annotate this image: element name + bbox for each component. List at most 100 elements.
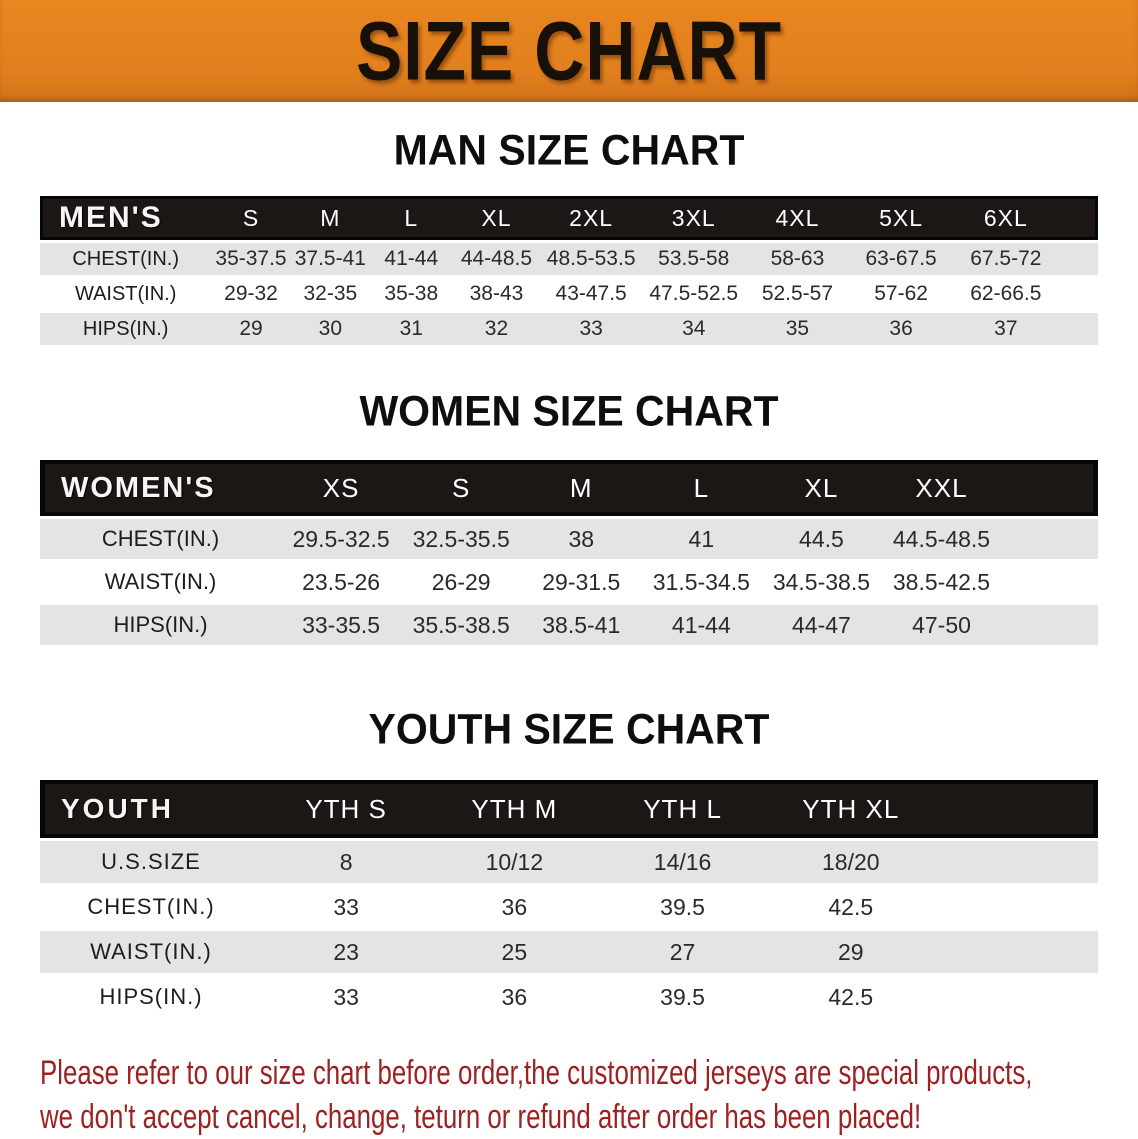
size-value-cell: 36	[849, 313, 953, 345]
size-value-cell: 67.5-72	[952, 243, 1059, 275]
size-value-cell: 35.5-38.5	[401, 605, 522, 645]
measurement-row: CHEST(IN.) 35-37.5 37.5-41 41-44 44-48.5 48.5…	[40, 243, 1098, 275]
size-value-cell: 8	[262, 841, 431, 883]
size-value-cell: 33	[262, 886, 431, 928]
row-filler-cell	[934, 931, 1098, 973]
measurement-label: HIPS(IN.)	[40, 313, 212, 345]
size-header-row: YOUTH YTH S YTH M YTH L YTH XL	[40, 780, 1098, 838]
measurement-label: CHEST(IN.)	[40, 519, 282, 559]
size-column-header: L	[370, 196, 453, 240]
size-chart-banner: SIZE CHART	[0, 0, 1138, 102]
size-value-cell: 25	[430, 931, 599, 973]
size-column-header: 4XL	[745, 196, 850, 240]
size-value-cell: 57-62	[849, 278, 953, 310]
size-value-cell: 41-44	[370, 243, 453, 275]
size-value-cell: 52.5-57	[745, 278, 850, 310]
size-value-cell: 27	[598, 931, 767, 973]
measurement-row: WAIST(IN.) 29-32 32-35 35-38 38-43 43-47.5 47.…	[40, 278, 1098, 310]
disclaimer-line-2: we don't accept cancel, change, teturn o…	[40, 1098, 922, 1136]
women-size-table: WOMEN'S XS S M L XL XXL CHEST(IN.) 29.5-32.5 32.5…	[40, 457, 1098, 648]
header-filler-cell	[1058, 196, 1098, 240]
size-value-cell: 39.5	[598, 886, 767, 928]
size-column-header: YTH M	[430, 780, 599, 838]
size-value-cell: 18/20	[766, 841, 935, 883]
size-value-cell: 33	[262, 976, 431, 1018]
size-value-cell: 44-48.5	[452, 243, 541, 275]
size-value-cell: 14/16	[598, 841, 767, 883]
measurement-row: WAIST(IN.) 23 25 27 29	[40, 931, 1098, 973]
table-corner-label: MEN'S	[40, 196, 212, 240]
size-value-cell: 36	[430, 976, 599, 1018]
measurement-row: HIPS(IN.) 33 36 39.5 42.5	[40, 976, 1098, 1018]
measurement-label: WAIST(IN.)	[40, 931, 263, 973]
size-column-header: YTH XL	[766, 780, 935, 838]
table-corner-label: YOUTH	[40, 780, 263, 838]
size-column-header: XL	[761, 460, 882, 516]
size-value-cell: 32-35	[290, 278, 371, 310]
size-value-cell: 32	[452, 313, 541, 345]
measurement-label: CHEST(IN.)	[40, 243, 212, 275]
size-value-cell: 33	[540, 313, 642, 345]
size-column-header: L	[641, 460, 762, 516]
size-value-cell: 34.5-38.5	[761, 562, 882, 602]
size-column-header: YTH S	[262, 780, 431, 838]
size-column-header: S	[401, 460, 522, 516]
size-value-cell: 38.5-42.5	[881, 562, 1002, 602]
row-filler-cell	[1001, 605, 1098, 645]
measurement-row: U.S.SIZE 8 10/12 14/16 18/20	[40, 841, 1098, 883]
row-filler-cell	[934, 886, 1098, 928]
size-value-cell: 42.5	[766, 886, 935, 928]
row-filler-cell	[1058, 313, 1098, 345]
size-value-cell: 23.5-26	[281, 562, 402, 602]
size-value-cell: 29-32	[211, 278, 291, 310]
size-value-cell: 29.5-32.5	[281, 519, 402, 559]
man-size-chart-heading: MAN SIZE CHART	[393, 126, 745, 174]
size-value-cell: 39.5	[598, 976, 767, 1018]
size-value-cell: 35-37.5	[211, 243, 291, 275]
order-disclaimer: Please refer to our size chart before or…	[40, 1051, 1138, 1139]
size-value-cell: 31.5-34.5	[641, 562, 762, 602]
youth-size-chart-heading: YOUTH SIZE CHART	[368, 705, 770, 753]
size-value-cell: 43-47.5	[540, 278, 642, 310]
measurement-row: CHEST(IN.) 29.5-32.5 32.5-35.5 38 41 44.5 44.5…	[40, 519, 1098, 559]
size-value-cell: 38	[521, 519, 642, 559]
row-filler-cell	[1058, 243, 1098, 275]
size-column-header: M	[521, 460, 642, 516]
row-filler-cell	[1058, 278, 1098, 310]
measurement-row: HIPS(IN.) 33-35.5 35.5-38.5 38.5-41 41-44 44-…	[40, 605, 1098, 645]
size-value-cell: 44.5-48.5	[881, 519, 1002, 559]
banner-title: SIZE CHART	[356, 3, 782, 98]
measurement-row: CHEST(IN.) 33 36 39.5 42.5	[40, 886, 1098, 928]
size-value-cell: 48.5-53.5	[540, 243, 642, 275]
size-value-cell: 30	[290, 313, 371, 345]
measurement-row: HIPS(IN.) 29 30 31 32 33 34 35 36 37	[40, 313, 1098, 345]
measurement-label: U.S.SIZE	[40, 841, 263, 883]
size-value-cell: 47.5-52.5	[641, 278, 746, 310]
size-value-cell: 58-63	[745, 243, 850, 275]
table-corner-label: WOMEN'S	[40, 460, 282, 516]
youth-size-table: YOUTH YTH S YTH M YTH L YTH XL U.S.SIZE 8 10/12…	[40, 777, 1098, 1021]
size-value-cell: 35	[745, 313, 850, 345]
size-value-cell: 37	[952, 313, 1059, 345]
header-filler-cell	[1001, 460, 1098, 516]
size-header-row: WOMEN'S XS S M L XL XXL	[40, 460, 1098, 516]
disclaimer-line-1: Please refer to our size chart before or…	[40, 1054, 1033, 1092]
size-value-cell: 29	[766, 931, 935, 973]
size-value-cell: 63-67.5	[849, 243, 953, 275]
men-size-table: MEN'S S M L XL 2XL 3XL 4XL 5XL 6XL CHEST(IN.) 35-37…	[40, 193, 1098, 348]
size-value-cell: 62-66.5	[952, 278, 1059, 310]
size-value-cell: 38.5-41	[521, 605, 642, 645]
size-value-cell: 37.5-41	[290, 243, 371, 275]
measurement-label: WAIST(IN.)	[40, 562, 282, 602]
size-column-header: 6XL	[952, 196, 1059, 240]
size-value-cell: 10/12	[430, 841, 599, 883]
size-column-header: 2XL	[540, 196, 642, 240]
youth-size-table-wrap: YOUTH YTH S YTH M YTH L YTH XL U.S.SIZE 8 10/12…	[0, 777, 1138, 1021]
row-filler-cell	[934, 841, 1098, 883]
row-filler-cell	[1001, 562, 1098, 602]
size-value-cell: 23	[262, 931, 431, 973]
size-value-cell: 53.5-58	[641, 243, 746, 275]
measurement-label: WAIST(IN.)	[40, 278, 212, 310]
size-value-cell: 29	[211, 313, 291, 345]
header-filler-cell	[934, 780, 1098, 838]
